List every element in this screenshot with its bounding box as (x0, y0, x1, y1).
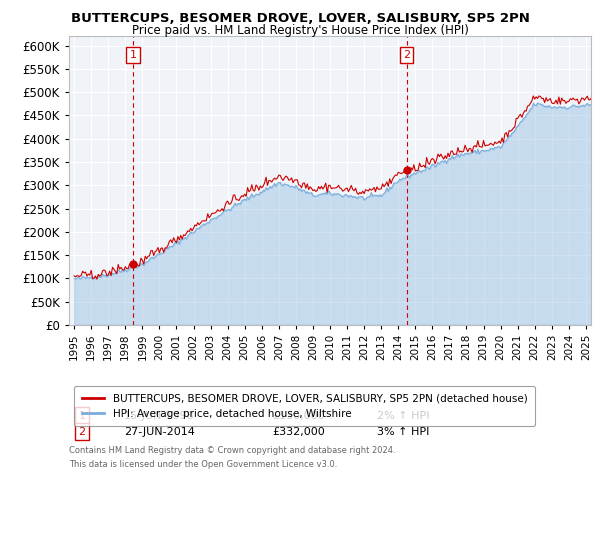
Text: 27-JUN-2014: 27-JUN-2014 (124, 427, 194, 436)
Text: Contains HM Land Registry data © Crown copyright and database right 2024.: Contains HM Land Registry data © Crown c… (69, 446, 395, 455)
Text: 1: 1 (130, 50, 137, 60)
Text: 1: 1 (79, 410, 86, 421)
Text: 2: 2 (79, 427, 86, 436)
Text: £332,000: £332,000 (272, 427, 325, 436)
Text: 3% ↑ HPI: 3% ↑ HPI (377, 427, 430, 436)
Text: Price paid vs. HM Land Registry's House Price Index (HPI): Price paid vs. HM Land Registry's House … (131, 24, 469, 36)
Text: BUTTERCUPS, BESOMER DROVE, LOVER, SALISBURY, SP5 2PN: BUTTERCUPS, BESOMER DROVE, LOVER, SALISB… (71, 12, 529, 25)
Legend: BUTTERCUPS, BESOMER DROVE, LOVER, SALISBURY, SP5 2PN (detached house), HPI: Aver: BUTTERCUPS, BESOMER DROVE, LOVER, SALISB… (74, 386, 535, 426)
Text: 2% ↑ HPI: 2% ↑ HPI (377, 410, 430, 421)
Text: This data is licensed under the Open Government Licence v3.0.: This data is licensed under the Open Gov… (69, 460, 337, 469)
Text: 15-JUN-1998: 15-JUN-1998 (124, 410, 194, 421)
Text: 2: 2 (403, 50, 410, 60)
Text: £130,000: £130,000 (272, 410, 325, 421)
